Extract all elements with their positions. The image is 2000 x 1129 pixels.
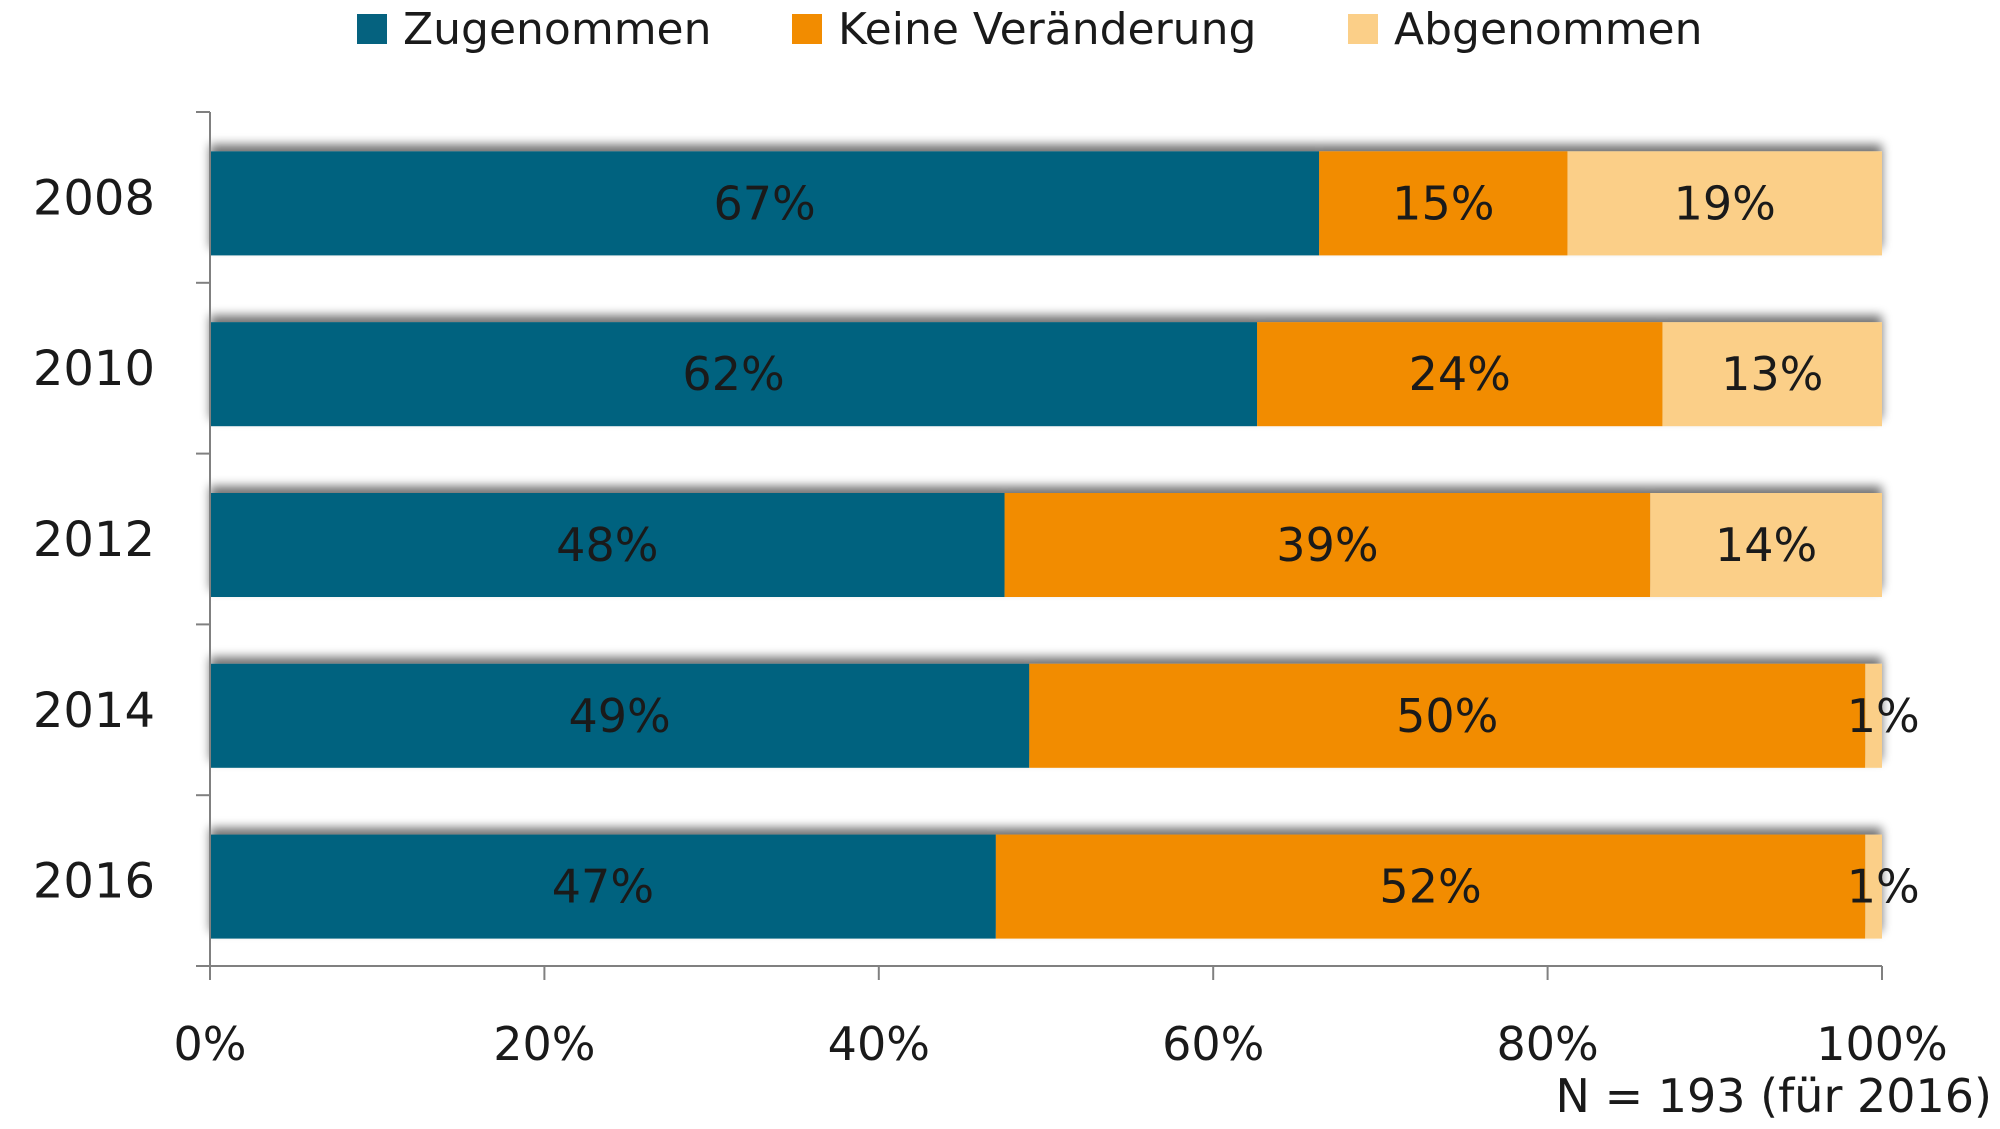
legend-label: Zugenommen <box>403 4 712 55</box>
bar-row-2010 <box>210 322 1882 427</box>
bar-2008-series-2 <box>1319 151 1568 256</box>
bar-2012-series-3 <box>1650 493 1882 597</box>
data-label-2012-series-3: 14% <box>1715 518 1817 572</box>
data-label-2010-series-3: 13% <box>1721 347 1823 401</box>
x-tick-label-60: 60% <box>1162 1017 1264 1071</box>
data-label-2010-series-1: 62% <box>682 347 784 401</box>
x-tick-label-80: 80% <box>1496 1017 1598 1071</box>
category-label-2010: 2010 <box>33 341 155 397</box>
legend-item-3: Abgenommen <box>1348 4 1703 55</box>
data-label-2016-series-3: 1% <box>1847 860 1920 914</box>
data-label-2008-series-3: 19% <box>1674 176 1776 230</box>
legend-label: Abgenommen <box>1394 4 1703 55</box>
legend-item-2: Keine Veränderung <box>792 4 1256 55</box>
data-label-2008-series-1: 67% <box>713 176 815 230</box>
category-label-2008: 2008 <box>33 170 155 226</box>
bar-2012-series-1 <box>210 493 1005 597</box>
legend-label: Keine Veränderung <box>838 4 1256 55</box>
bar-2010-series-1 <box>210 322 1258 427</box>
bar-2012-series-2 <box>1004 493 1651 597</box>
data-label-2016-series-2: 52% <box>1379 860 1481 914</box>
bar-row-2008 <box>210 151 1882 256</box>
category-label-2016: 2016 <box>33 854 155 910</box>
data-label-2008-series-2: 15% <box>1392 176 1494 230</box>
bar-2014-series-1 <box>210 663 1030 768</box>
bar-2016-series-3 <box>1865 834 1882 939</box>
legend: Zugenommen Keine Veränderung Abgenommen <box>357 4 1703 55</box>
bar-2014-series-2 <box>1029 663 1866 768</box>
bar-row-2016 <box>210 834 1882 939</box>
legend-item-1: Zugenommen <box>357 4 712 55</box>
category-label-2014: 2014 <box>33 683 155 739</box>
bar-row-2012 <box>210 493 1882 597</box>
bar-2008-series-1 <box>210 151 1320 256</box>
bar-2010-series-3 <box>1662 322 1882 427</box>
bars: 67% 15% 19% 2008 62% 24% 13% 2010 48% 39% 14% 2012 4… <box>33 151 1920 939</box>
x-tick-label-40: 40% <box>828 1017 930 1071</box>
legend-swatch <box>1348 14 1378 44</box>
category-label-2012: 2012 <box>33 512 155 568</box>
data-label-2014-series-2: 50% <box>1396 689 1498 743</box>
bar-2016-series-1 <box>210 834 996 939</box>
x-tick-label-20: 20% <box>493 1017 595 1071</box>
data-label-2012-series-1: 48% <box>556 518 658 572</box>
x-tick-label-0: 0% <box>174 1017 247 1071</box>
data-label-2012-series-2: 39% <box>1276 518 1378 572</box>
legend-swatch <box>792 14 822 44</box>
bar-2016-series-2 <box>995 834 1866 939</box>
legend-swatch <box>357 14 387 44</box>
x-tick-label-100: 100% <box>1816 1017 1948 1071</box>
sample-size-annotation: N = 193 (für 2016) <box>1556 1069 1992 1123</box>
bar-2014-series-3 <box>1865 663 1882 768</box>
data-label-2014-series-1: 49% <box>569 689 671 743</box>
data-label-2010-series-2: 24% <box>1409 347 1511 401</box>
bar-row-2014 <box>210 663 1882 768</box>
bar-2010-series-2 <box>1257 322 1663 427</box>
axes: 0% 20% 40% 60% 80% 100% <box>174 111 1948 1071</box>
data-label-2014-series-3: 1% <box>1847 689 1920 743</box>
data-label-2016-series-1: 47% <box>552 860 654 914</box>
bar-2008-series-3 <box>1567 151 1882 256</box>
